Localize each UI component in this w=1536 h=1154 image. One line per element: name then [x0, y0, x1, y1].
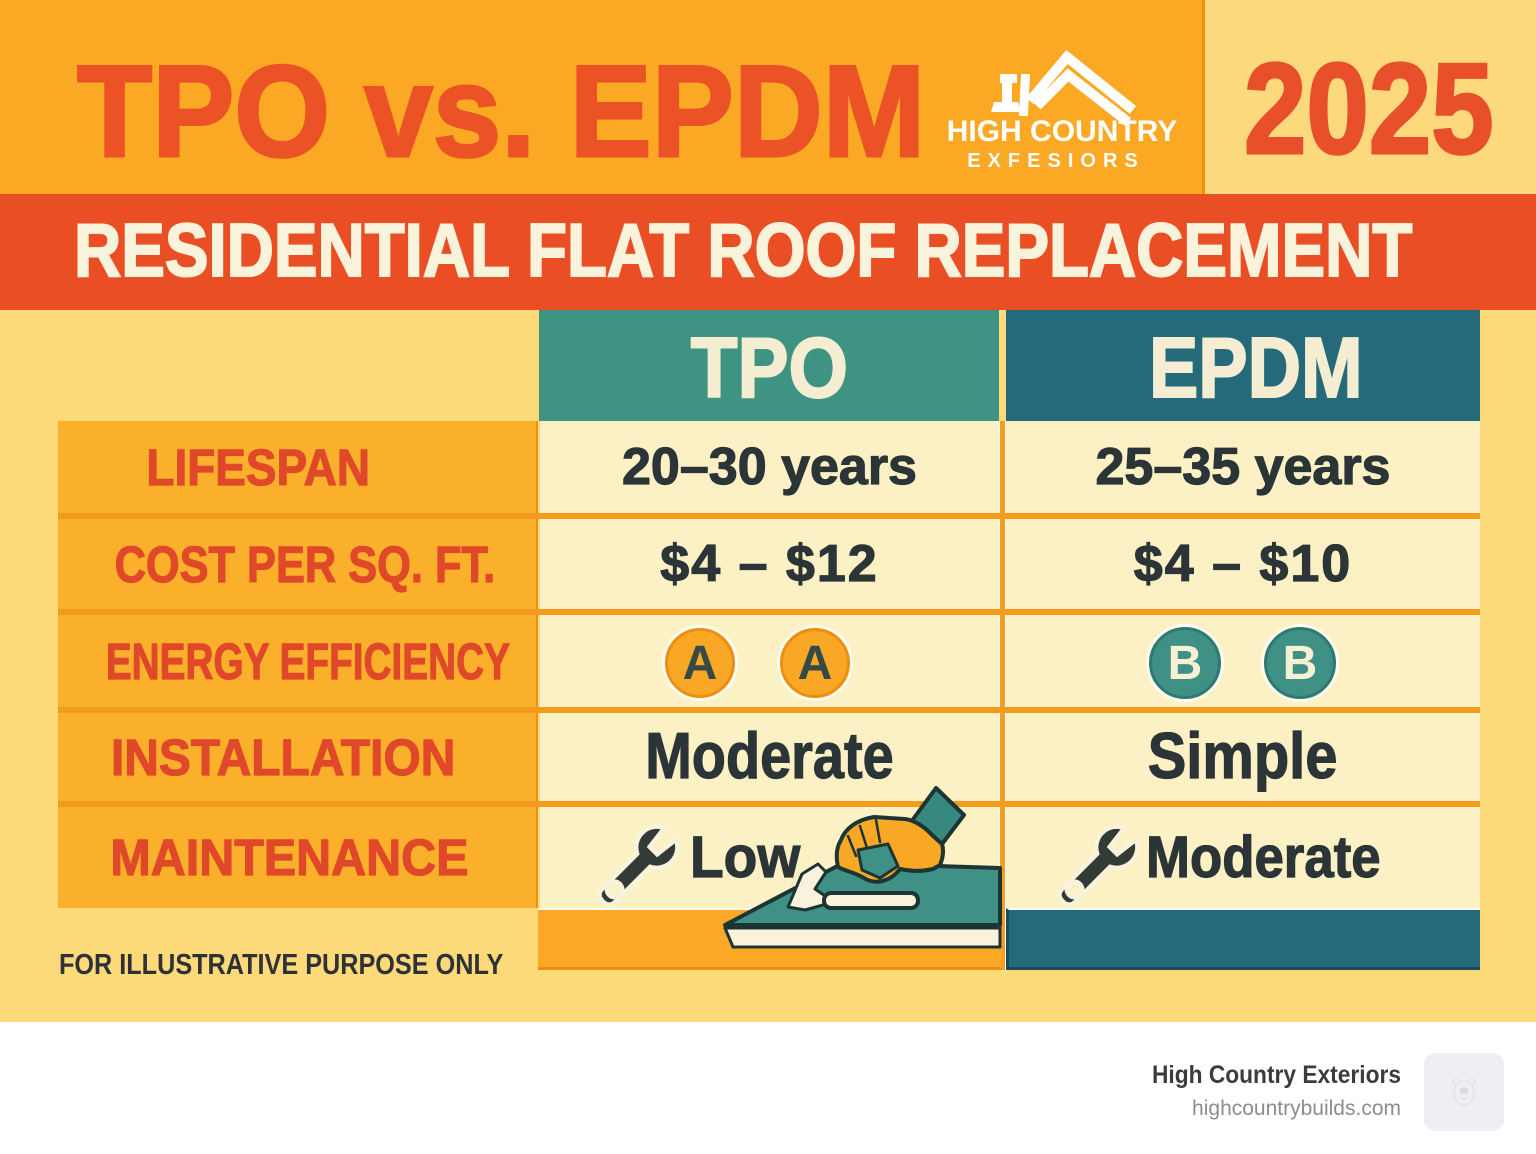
svg-text:HIGH COUNTRY: HIGH COUNTRY: [947, 115, 1178, 148]
svg-text:EXFESIORS: EXFESIORS: [967, 150, 1144, 172]
